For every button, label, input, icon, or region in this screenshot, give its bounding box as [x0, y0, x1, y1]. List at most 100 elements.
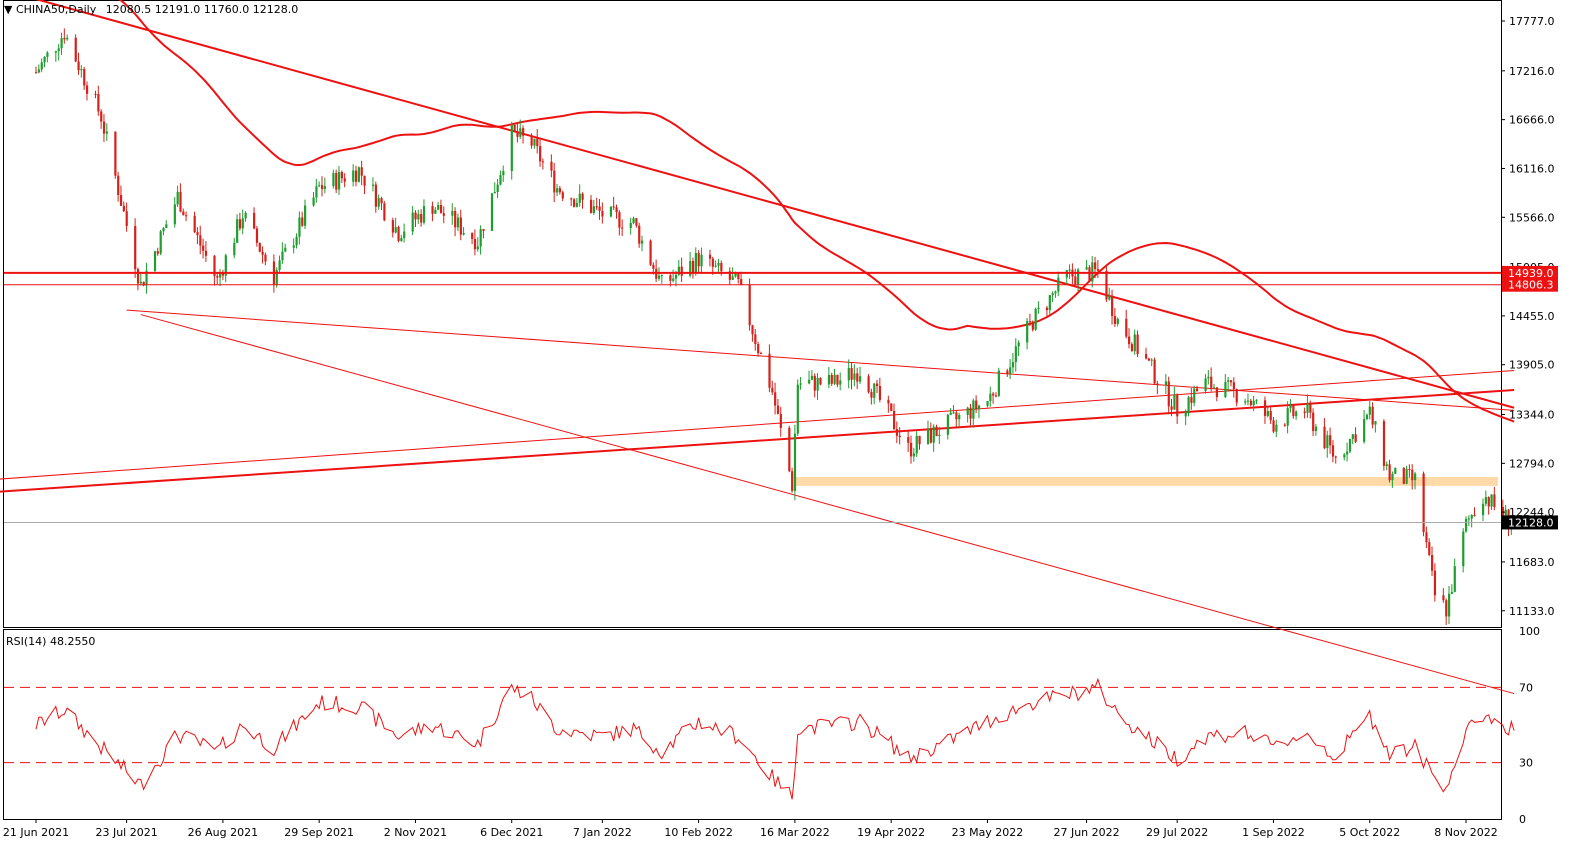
candle [1286, 401, 1289, 434]
candle-body [1048, 295, 1051, 311]
symbol-label: CHINA50,Daily [15, 3, 97, 16]
candle [1187, 395, 1190, 417]
candle-body [400, 238, 403, 241]
candle-body [1085, 267, 1088, 270]
candle [556, 183, 559, 197]
candle [400, 234, 403, 242]
candle [958, 412, 961, 427]
candle-body [1150, 359, 1153, 361]
candle-body [952, 412, 955, 414]
candle [482, 229, 485, 239]
candle-body [1470, 515, 1473, 519]
candle-body [810, 375, 814, 380]
candle [793, 424, 797, 501]
candle [827, 366, 831, 389]
candle [1462, 528, 1465, 573]
candle-body [35, 72, 38, 74]
candle-body [60, 38, 63, 49]
candle [1116, 317, 1119, 327]
candle [1255, 399, 1258, 405]
candle [859, 366, 862, 384]
time-tick-label: 23 Jul 2021 [95, 826, 157, 839]
candle [935, 424, 938, 437]
candle-body [371, 184, 375, 186]
candle-body [1422, 473, 1425, 533]
candle-body [708, 254, 712, 259]
candle-body [1113, 316, 1117, 324]
candle-body [1295, 411, 1298, 417]
candle-body [714, 265, 717, 267]
candle [1394, 467, 1397, 475]
level-tag-lower-bg [1502, 277, 1558, 292]
candle-body [1385, 464, 1388, 466]
candle-body [43, 56, 46, 63]
candle [621, 219, 624, 236]
candle [1346, 442, 1349, 462]
candle [185, 211, 188, 222]
candle-body [1074, 276, 1077, 285]
candle [816, 373, 819, 400]
candle [578, 184, 581, 207]
candle-body [165, 224, 168, 228]
price-tick-label: 17777.0 [1509, 15, 1555, 28]
candle [1207, 370, 1210, 385]
candle-body [80, 69, 83, 71]
candle [202, 238, 205, 259]
candle [97, 85, 100, 116]
candle [219, 269, 222, 287]
candle-body [997, 370, 1000, 396]
candle-body [258, 242, 261, 252]
candle [907, 429, 910, 452]
candle [966, 406, 969, 423]
candle [114, 131, 117, 179]
candle [1068, 264, 1071, 279]
candle [54, 50, 58, 62]
candle [1490, 494, 1493, 510]
candle-body [516, 131, 519, 137]
candle-body [550, 161, 553, 171]
candle-body [74, 37, 77, 62]
candle [1402, 467, 1405, 485]
candle [533, 138, 536, 149]
candle [592, 199, 596, 215]
candle-body [887, 399, 890, 404]
price-tick-label: 13905.0 [1509, 359, 1555, 372]
candle-body [1408, 469, 1411, 471]
candle [1232, 377, 1236, 398]
time-tick-label: 26 Aug 2021 [188, 826, 258, 839]
rsi-tick-label: 100 [1519, 625, 1540, 638]
candle-body [915, 435, 918, 454]
candle-body [1269, 411, 1272, 421]
candle-body [895, 428, 899, 436]
candle-body [1224, 381, 1227, 398]
candle-body [510, 124, 513, 172]
candle-body [54, 51, 58, 53]
candle [80, 65, 83, 78]
candle-body [1125, 318, 1128, 337]
candle [360, 160, 363, 186]
candle [397, 225, 400, 243]
candle-body [1433, 570, 1437, 596]
candle-body [182, 211, 185, 216]
candle [1167, 376, 1170, 415]
candle [1252, 395, 1255, 412]
candle [1048, 295, 1051, 315]
candle-body [1405, 469, 1408, 484]
candle [1382, 419, 1386, 471]
candle [918, 435, 921, 450]
candle-body [1088, 267, 1091, 282]
candle-body [788, 427, 791, 472]
candle [414, 210, 417, 228]
candle [1249, 398, 1252, 407]
candle-body [598, 206, 601, 211]
candle [1481, 498, 1485, 522]
candle [657, 267, 661, 281]
rsi-label: RSI(14) 48.2550 [6, 635, 96, 648]
candle [437, 201, 440, 211]
candle [60, 32, 63, 55]
candle-body [431, 206, 434, 214]
candle [714, 260, 717, 268]
collapse-triangle-icon[interactable]: ▼ [4, 3, 13, 16]
